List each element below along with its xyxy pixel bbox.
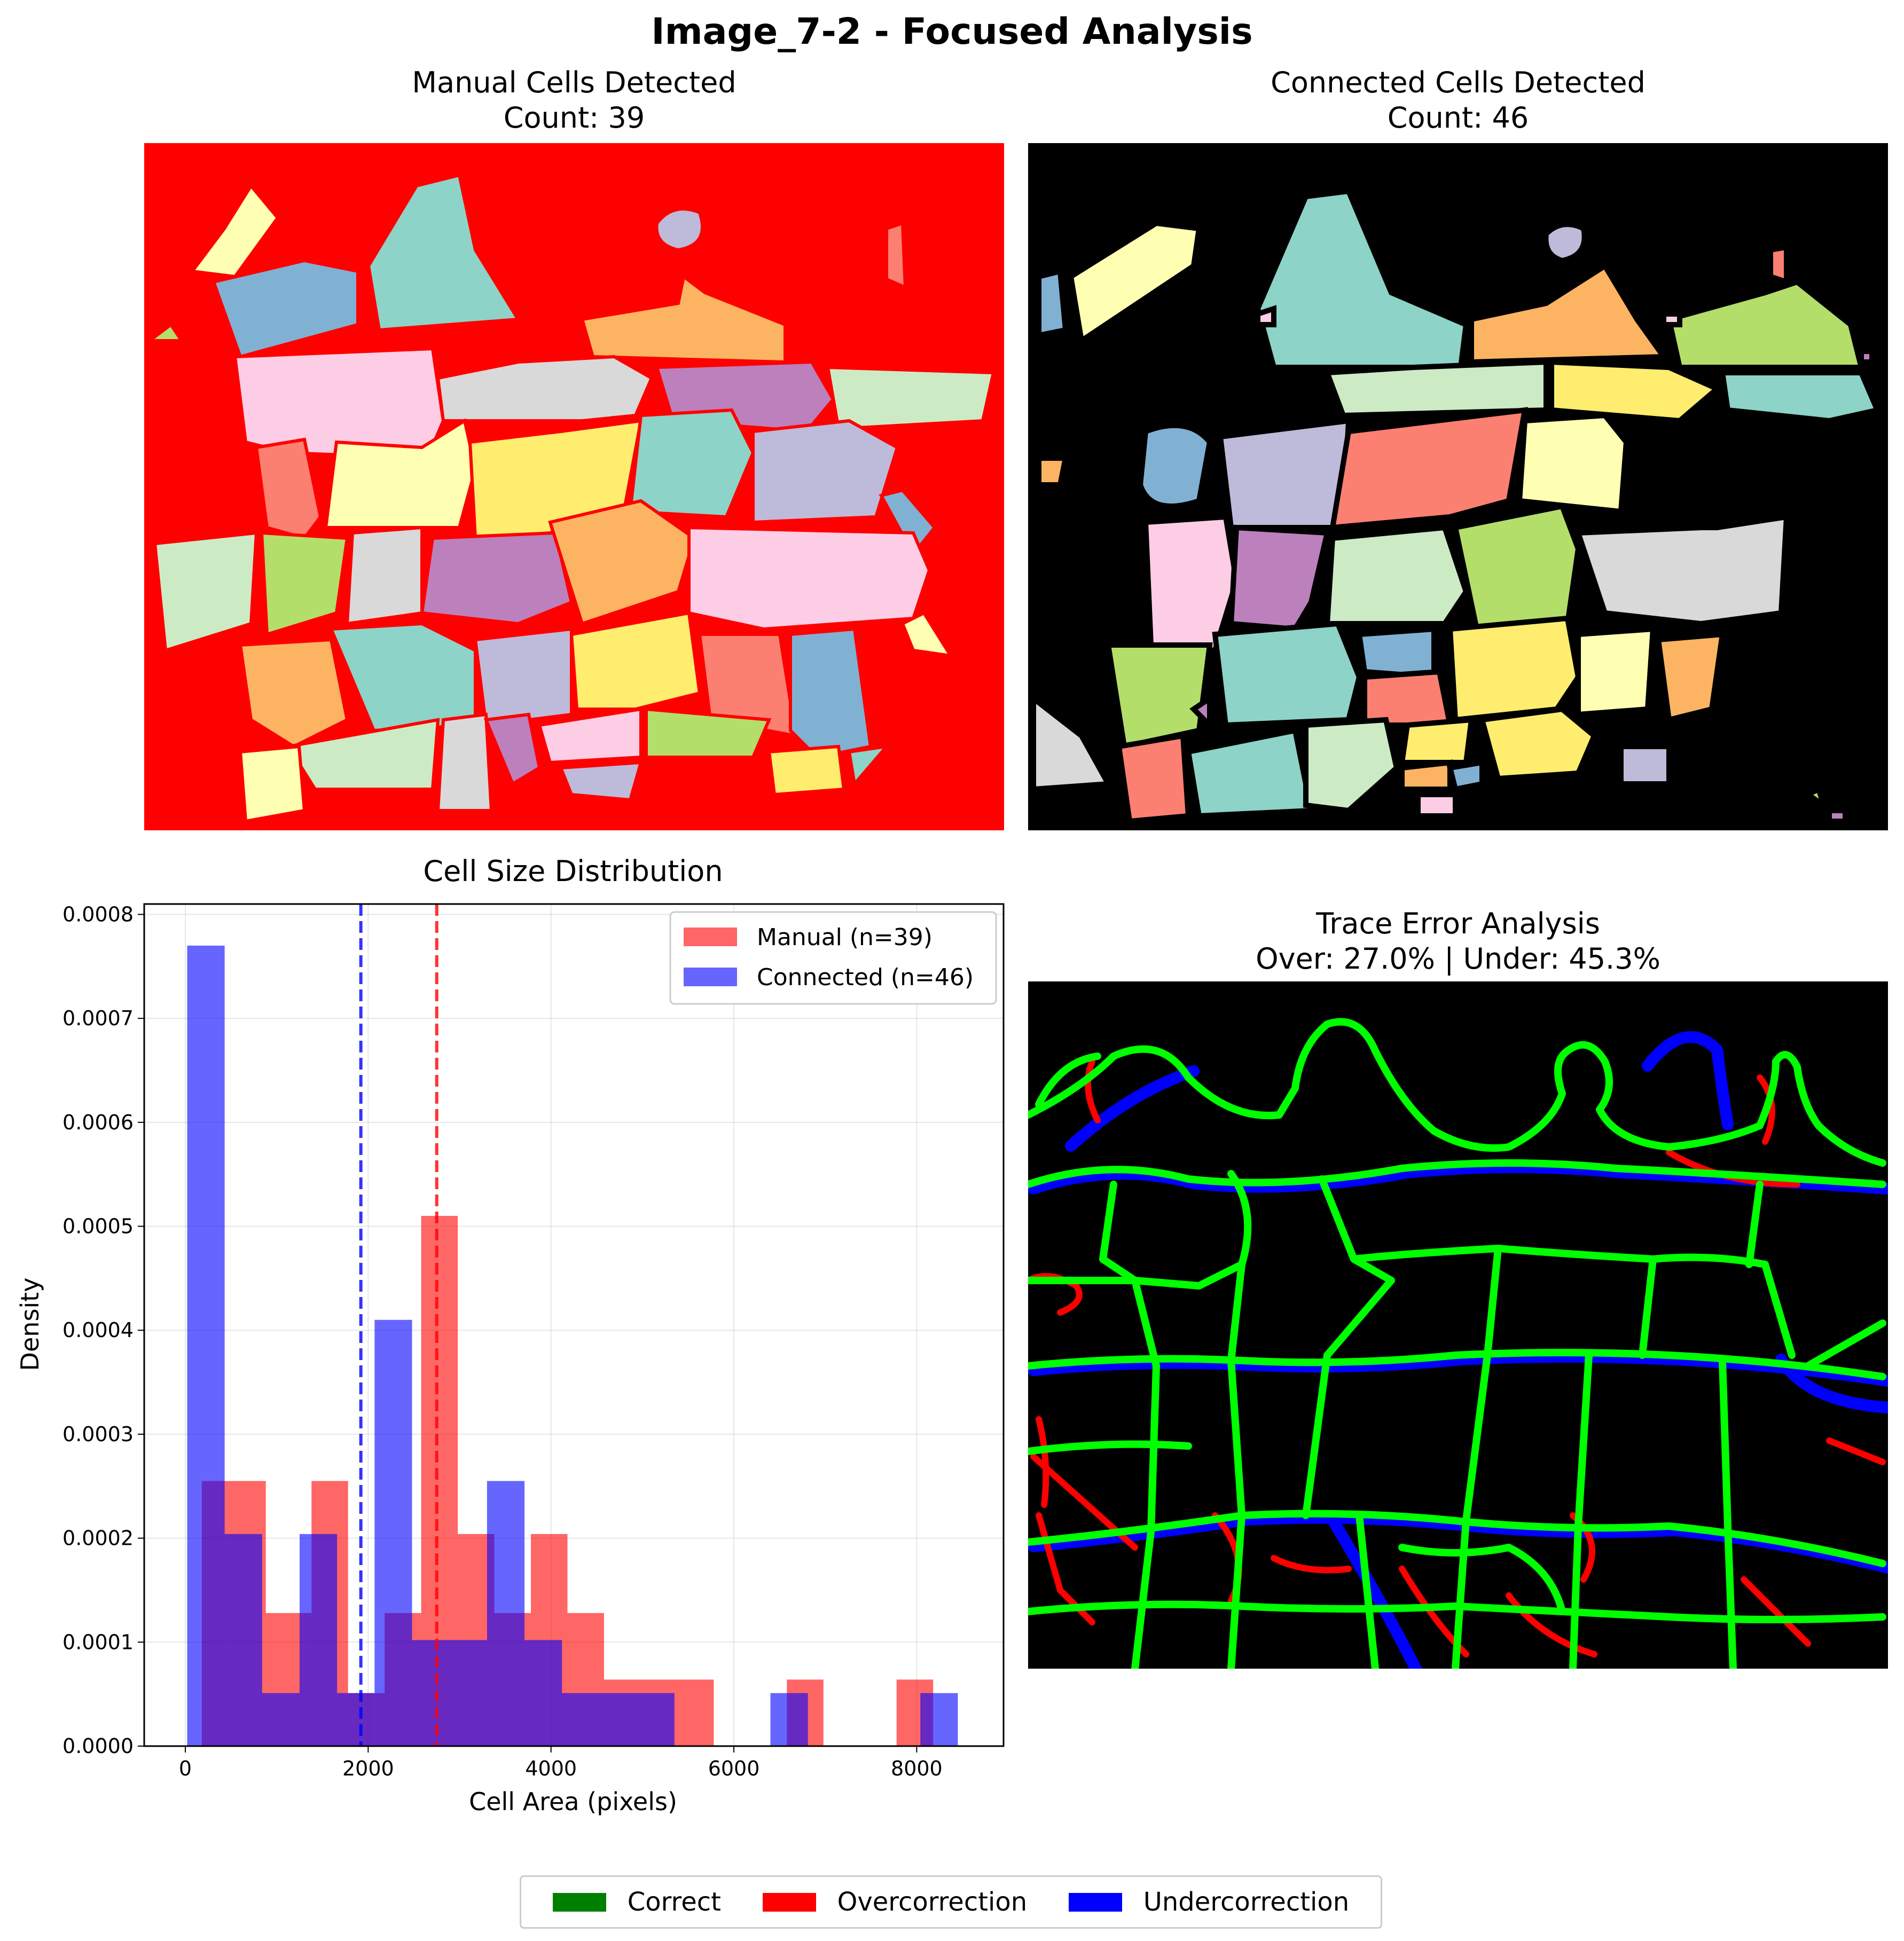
bar-series1-0 [187, 945, 225, 1746]
bar-series1-3 [299, 1534, 338, 1746]
x-tick-label-4: 8000 [891, 1757, 943, 1780]
y-tick-label-2: 0.0002 [62, 1527, 134, 1550]
y-tick-label-1: 0.0001 [62, 1630, 134, 1654]
y-tick-label-0: 0.0000 [62, 1734, 134, 1758]
bar-series1-13 [920, 1693, 958, 1746]
x-tick-label-2: 4000 [525, 1757, 577, 1780]
bar-series1-5 [374, 1319, 412, 1746]
x-tick-label-3: 6000 [708, 1757, 760, 1780]
bar-series1-4 [337, 1693, 375, 1746]
y-axis-label: Density [15, 1278, 44, 1371]
histogram-y-ticks: 0.0000 0.0001 0.0002 0.0003 0.0004 0.0005 0.00… [62, 902, 144, 1758]
connected-cell-regions [1031, 188, 1881, 824]
histogram-legend: Manual (n=39) Connected (n=46) [669, 911, 997, 1005]
figure-legend: Correct Overcorrection Undercorrection [520, 1875, 1382, 1929]
histogram-legend-box [669, 911, 997, 1005]
histogram-chart: Cell Size Distribution 0 2000 4000 6000 8000… [15, 854, 1005, 1816]
legend-swatch-correct [552, 1892, 606, 1912]
connected-count-label: Count: 46 [1387, 101, 1529, 135]
y-tick-label-8: 0.0008 [62, 902, 134, 926]
manual-count-label: Count: 39 [503, 101, 645, 135]
y-tick-label-5: 0.0005 [62, 1215, 134, 1238]
bar-series1-11 [599, 1693, 675, 1746]
legend-label-correct: Correct [627, 1887, 721, 1917]
trace-error-stats: Over: 27.0% | Under: 45.3% [1256, 942, 1660, 976]
legend-swatch-manual [684, 928, 737, 946]
manual-cells-image [144, 143, 1004, 830]
x-tick-label-1: 2000 [342, 1757, 394, 1780]
legend-label-undercorrection: Undercorrection [1143, 1887, 1350, 1917]
bar-series1-7 [449, 1640, 487, 1746]
trace-panel-title: Trace Error Analysis Over: 27.0% | Under… [1028, 906, 1888, 977]
correct-traces [1028, 1018, 1886, 1669]
legend-item-overcorrection: Overcorrection [762, 1887, 1028, 1917]
legend-swatch-connected [684, 968, 737, 986]
legend-item-correct: Correct [552, 1887, 721, 1917]
histogram-axes-frame [143, 903, 1005, 1747]
legend-label-manual: Manual (n=39) [757, 924, 933, 951]
connected-cells-image [1028, 143, 1888, 830]
histogram-mean-lines [359, 904, 438, 1746]
x-tick-label-0: 0 [179, 1757, 192, 1780]
bar-series1-12 [770, 1693, 808, 1746]
connected-panel-title: Connected Cells Detected Count: 46 [1028, 65, 1888, 136]
histogram-bars [187, 945, 958, 1746]
legend-label-overcorrection: Overcorrection [837, 1887, 1028, 1917]
legend-swatch-undercorrection [1068, 1892, 1122, 1912]
x-axis-label: Cell Area (pixels) [469, 1787, 677, 1816]
legend-item-undercorrection: Undercorrection [1068, 1887, 1350, 1917]
bar-series1-6 [412, 1640, 450, 1746]
histogram-title: Cell Size Distribution [423, 854, 723, 888]
bar-series1-8 [487, 1481, 525, 1746]
manual-title-line1: Manual Cells Detected [412, 66, 736, 99]
histogram-x-ticks: 0 2000 4000 6000 8000 [179, 1746, 943, 1780]
legend-label-connected: Connected (n=46) [757, 964, 974, 991]
manual-panel-title: Manual Cells Detected Count: 39 [144, 65, 1004, 136]
connected-title-line1: Connected Cells Detected [1271, 66, 1646, 99]
y-tick-label-7: 0.0007 [62, 1007, 134, 1030]
y-tick-label-4: 0.0004 [62, 1318, 134, 1342]
figure-title: Image_7-2 - Focused Analysis [651, 11, 1253, 53]
bar-series1-1 [224, 1534, 262, 1746]
legend-swatch-overcorrection [762, 1892, 816, 1912]
trace-title-line1: Trace Error Analysis [1316, 907, 1600, 940]
manual-cell-regions [145, 173, 996, 823]
bar-series1-2 [262, 1693, 300, 1746]
bar-series1-10 [562, 1693, 600, 1746]
bar-series1-9 [524, 1640, 562, 1746]
y-tick-label-6: 0.0006 [62, 1111, 134, 1134]
y-tick-label-3: 0.0003 [62, 1423, 134, 1446]
trace-error-image [1028, 981, 1888, 1669]
